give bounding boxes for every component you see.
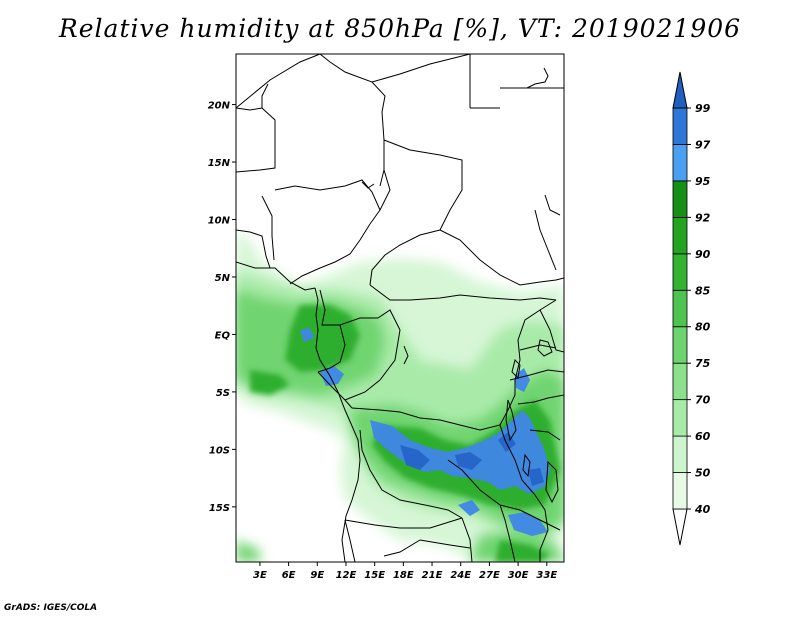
lat-tick-label: EQ [215,330,231,341]
lon-tick-label: 12E [336,570,357,581]
colorbar-segment [672,326,688,364]
colorbar-label: 85 [695,284,711,297]
lon-tick-label: 6E [282,570,296,581]
colorbar: 40 50 60 70 75 80 85 90 92 95 97 99 [672,71,711,546]
rh-90-region [250,305,560,562]
lon-tick-label: 15E [364,570,385,581]
lon-tick-label: 18E [393,570,414,581]
lon-tick-label: 24E [450,570,471,581]
colorbar-label: 90 [695,248,711,261]
lat-tick-label: 5S [216,388,230,399]
colorbar-max-arrow [672,71,688,109]
colorbar-segment [672,362,688,401]
latitude-axis: 20N 15N 10N 5N EQ 5S 10S 15S [208,101,236,514]
lon-tick-label: 27E [479,570,500,581]
country-borders [236,54,564,562]
colorbar-min-arrow [672,508,688,546]
chart-title: Relative humidity at 850hPa [%], VT: 201… [58,14,742,43]
lat-tick-label: 15N [208,158,231,169]
lon-tick-label: 3E [253,570,267,581]
lon-tick-label: 33E [536,570,557,581]
colorbar-segment [672,144,688,182]
map-frame [235,53,565,563]
colorbar-label: 50 [695,467,711,480]
lat-tick-label: 10S [209,445,230,456]
colorbar-label: 80 [695,321,711,334]
colorbar-segment [672,253,688,291]
colorbar-label: 75 [695,357,711,370]
colorbar-label: 60 [695,430,711,443]
lat-tick-label: 10N [208,216,231,227]
colorbar-label: 92 [695,211,711,224]
colorbar-segment [672,289,688,328]
colorbar-segment [672,107,688,145]
colorbar-label: 40 [694,503,711,516]
longitude-axis: 3E 6E 9E 12E 15E 18E 21E 24E 27E 30E 33E [253,562,557,581]
colorbar-label: 95 [695,175,711,188]
colorbar-segment [672,180,688,218]
lon-tick-label: 21E [422,570,443,581]
rh-95-region [300,328,550,536]
colorbar-label: 99 [695,102,711,115]
lat-tick-label: 20N [208,101,231,112]
colorbar-segment [672,435,688,473]
lon-tick-label: 9E [310,570,324,581]
footer-credit: GrADS: IGES/COLA [4,603,98,613]
colorbar-label: 70 [695,394,711,407]
lon-tick-label: 30E [508,570,529,581]
colorbar-segment [672,472,688,510]
colorbar-segment [672,216,688,255]
colorbar-segment [672,399,688,437]
colorbar-label: 97 [695,138,711,151]
lat-tick-label: 15S [209,503,230,514]
humidity-field [236,54,564,562]
lat-tick-label: 5N [215,273,231,284]
